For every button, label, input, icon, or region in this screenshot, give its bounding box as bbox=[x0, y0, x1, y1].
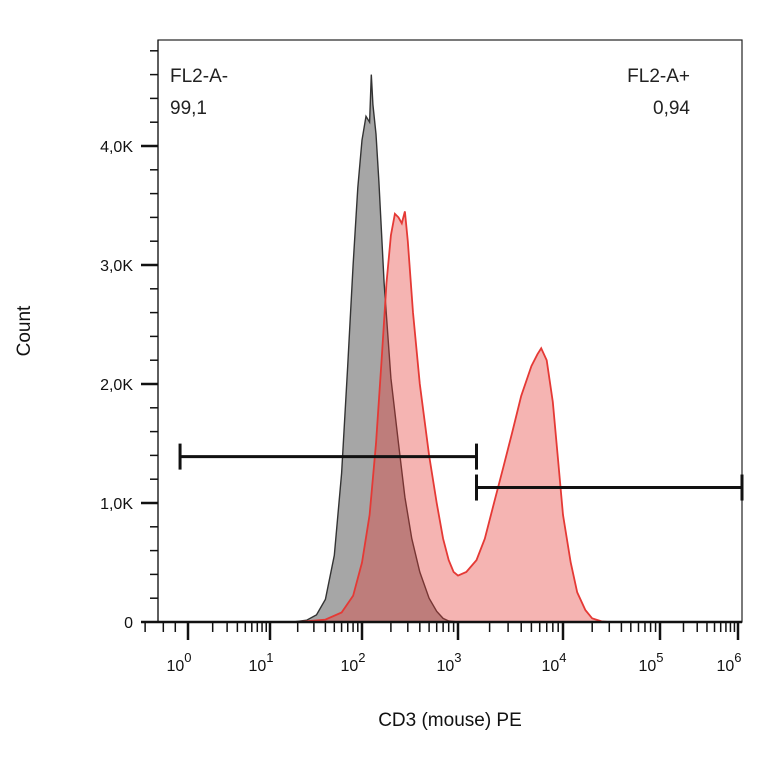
histogram-line-1 bbox=[245, 211, 738, 623]
x-tick-label-2: 102 bbox=[340, 650, 365, 675]
histogram-layer bbox=[245, 74, 739, 623]
gate-positive-percent: 0,94 bbox=[653, 98, 690, 119]
y-axis-title: Count bbox=[14, 305, 35, 356]
histogram-area-0 bbox=[245, 74, 490, 623]
y-tick-label-0: 0 bbox=[124, 615, 133, 632]
tick-layer: 0 1,0K 2,0K 3,0K 4,0K 100 101 102 103 104 105 106 bbox=[100, 50, 742, 675]
x-tick-label-6: 106 bbox=[716, 650, 741, 675]
gate-negative-percent: 99,1 bbox=[170, 98, 207, 119]
y-tick-label-4: 4,0K bbox=[100, 139, 133, 156]
x-tick-label-1: 101 bbox=[248, 650, 273, 675]
x-tick-label-5: 105 bbox=[638, 650, 663, 675]
y-tick-label-3: 3,0K bbox=[100, 258, 133, 275]
histogram-area-1 bbox=[245, 211, 739, 622]
x-tick-label-3: 103 bbox=[436, 650, 461, 675]
x-axis-title: CD3 (mouse) PE bbox=[378, 710, 522, 731]
histogram-line-0 bbox=[245, 74, 490, 623]
gate-positive-name: FL2-A+ bbox=[627, 66, 690, 87]
gate-layer bbox=[178, 443, 744, 501]
y-tick-label-2: 2,0K bbox=[100, 377, 133, 394]
x-tick-label-0: 100 bbox=[166, 650, 191, 675]
plot-frame bbox=[157, 39, 743, 623]
x-tick-label-4: 104 bbox=[541, 650, 566, 675]
gate-negative-name: FL2-A- bbox=[170, 66, 228, 87]
y-tick-label-1: 1,0K bbox=[100, 496, 133, 513]
